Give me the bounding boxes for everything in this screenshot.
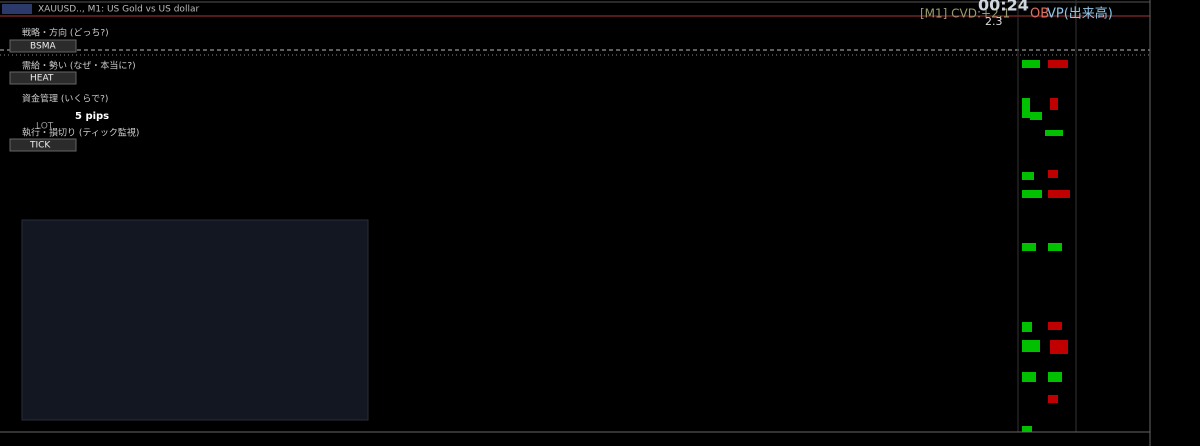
vp-bar [1048,60,1068,68]
panel-label: 資金管理 (いくらで?) [22,93,108,105]
vp-bar [1022,98,1030,118]
vp-bar [1022,340,1040,352]
vp-bar [1048,170,1058,178]
vp-bar [1048,322,1062,330]
panel-button-label[interactable]: HEAT [30,74,54,84]
volume-profile [1022,60,1070,432]
toolbar-icons [2,4,32,14]
panel-button[interactable] [9,39,77,53]
vp-bar [1045,130,1063,136]
ob-label: OB [1030,7,1049,22]
vp-bar [1050,340,1068,354]
chart-title: XAUUSD.., M1: US Gold vs US dollar [38,5,199,15]
vp-bar [1022,60,1040,68]
cvd-value: 2.3 [985,15,1003,28]
inset-background [21,219,369,421]
vp-bar [1022,172,1034,180]
vp-bar [1022,426,1032,432]
vp-bar [1022,322,1032,332]
vp-bar [1050,98,1058,110]
vp-bar [1022,372,1036,382]
vp-bar [1048,395,1058,403]
timer: 00:24 [978,0,1029,15]
vp-bar [1030,112,1042,120]
vp-bar [1022,190,1042,198]
vp-bar [1048,372,1062,382]
panel-button[interactable] [9,71,77,85]
vp-bar [1048,190,1070,198]
panel-label: 需給・勢い (なぜ・本当に?) [22,60,136,72]
lot-label: LOT [36,122,54,132]
panel-button[interactable] [9,138,77,152]
pips-label: 5 pips [75,111,109,122]
panel-button-label[interactable]: BSMA [30,42,56,52]
panel-label: 執行・損切り (ティック監視) [22,127,139,139]
background-layer [0,0,1151,446]
vp-bar [1048,243,1062,251]
inset-panel [21,219,369,421]
vp-label: VP(出来高) [1047,6,1113,22]
vp-bar [1022,243,1036,251]
overlay: XAUUSD.., M1: US Gold vs US dollar [M1] … [2,0,1113,152]
cvd-label: [M1] CVD:+2.1 [920,7,1010,21]
panel-button-label[interactable]: TICK [29,141,51,151]
panel-label: 戦略・方向 (どっち?) [22,27,109,39]
